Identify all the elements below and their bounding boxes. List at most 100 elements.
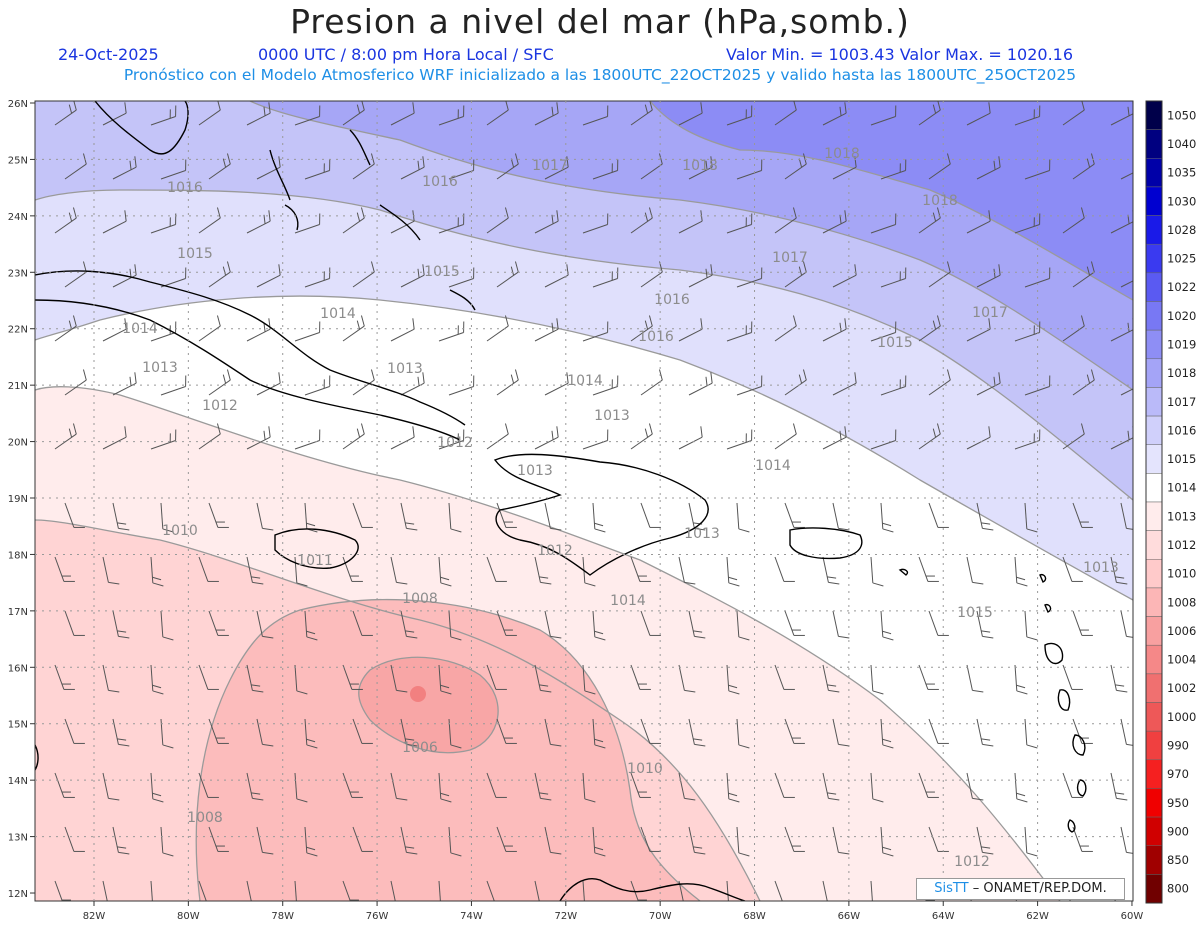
- wind-barb: [822, 556, 840, 585]
- wind-barbs: [54, 101, 1133, 901]
- wind-barb: [486, 664, 507, 690]
- wind-barb: [832, 156, 857, 180]
- wind-barb: [640, 153, 663, 180]
- wind-barb: [592, 826, 606, 857]
- isobar-label: 1010: [162, 523, 198, 539]
- wind-barb: [112, 610, 130, 639]
- wind-barb: [822, 426, 847, 450]
- wind-barb: [534, 772, 552, 801]
- wind-barb: [1072, 153, 1095, 180]
- lat-label: 24N: [8, 212, 28, 223]
- wind-barb: [390, 102, 415, 126]
- wind-barb: [64, 502, 85, 528]
- wind-barb: [448, 267, 475, 288]
- wind-barb: [832, 264, 857, 288]
- wind-barb: [400, 718, 418, 747]
- wind-barb: [304, 267, 331, 288]
- wind-barb: [160, 826, 174, 857]
- lon-label: 82W: [83, 911, 106, 922]
- wind-barb: [304, 826, 318, 857]
- wind-barb: [342, 880, 359, 901]
- colorbar-label: 1016: [1167, 423, 1196, 437]
- wind-barb: [534, 318, 559, 342]
- isobar-label: 1015: [177, 246, 213, 262]
- wind-barb: [150, 664, 164, 695]
- wind-barb: [688, 264, 713, 288]
- wind-barb: [1014, 429, 1041, 450]
- wind-barb: [736, 610, 750, 641]
- wind-barb: [198, 423, 221, 450]
- isobar-label: 1013: [1083, 560, 1119, 576]
- wind-barb: [822, 880, 832, 901]
- wind-barb: [160, 375, 187, 396]
- wind-barb: [976, 718, 994, 747]
- wind-barb: [726, 213, 753, 234]
- wind-barb: [534, 880, 544, 901]
- wind-barb: [678, 772, 696, 801]
- isobar-label: 1018: [682, 158, 718, 174]
- wind-barb: [246, 210, 271, 234]
- wind-barb: [640, 718, 661, 744]
- wind-barb: [256, 372, 281, 396]
- wind-barb: [400, 826, 418, 855]
- wind-barb: [1062, 207, 1085, 234]
- isobar-label: 1008: [402, 591, 438, 607]
- wind-barb: [928, 502, 949, 528]
- wind-barb: [630, 423, 653, 450]
- wind-barb: [342, 772, 363, 798]
- wind-barb: [870, 213, 897, 234]
- wind-barb: [832, 372, 857, 396]
- colorbar-frame: [1145, 100, 1163, 904]
- wind-barb: [1014, 556, 1028, 587]
- lat-label: 21N: [8, 381, 28, 392]
- wind-barb: [1110, 426, 1133, 450]
- wind-barb: [198, 664, 219, 690]
- wind-barb: [870, 429, 897, 450]
- colorbar-swatch: [1145, 415, 1163, 445]
- isobar-label: 1017: [972, 305, 1008, 321]
- wind-barb: [112, 826, 130, 855]
- colorbar-label: 1020: [1167, 309, 1196, 323]
- wind-barb: [54, 423, 77, 450]
- wind-barb: [198, 556, 219, 582]
- colorbar-label: 1017: [1167, 395, 1196, 409]
- wind-barb: [112, 502, 130, 531]
- colorbar-label: 1040: [1167, 137, 1196, 151]
- wind-barb: [918, 423, 941, 450]
- wind-barb: [496, 153, 519, 180]
- colorbar-label: 1050: [1167, 108, 1196, 122]
- wind-barb: [630, 772, 651, 798]
- wind-barb: [1014, 664, 1028, 695]
- wind-barb: [486, 772, 507, 798]
- wind-barb: [150, 772, 164, 803]
- wind-barb: [736, 502, 750, 533]
- lat-label: 26N: [8, 99, 28, 110]
- wind-barb: [822, 772, 840, 801]
- colorbar-label: 1012: [1167, 538, 1196, 552]
- wind-barb: [774, 207, 797, 234]
- wind-barb: [102, 318, 127, 342]
- wind-barb: [64, 610, 85, 636]
- colorbar-label: 1025: [1167, 252, 1196, 266]
- wind-barb: [592, 610, 606, 641]
- wind-barb: [294, 772, 308, 803]
- wind-barb: [582, 213, 609, 234]
- isobar-label: 1014: [122, 321, 158, 337]
- colorbar-swatch: [1145, 129, 1163, 159]
- wind-barb: [352, 826, 373, 852]
- wind-barb: [390, 556, 408, 585]
- wind-barb: [342, 315, 365, 342]
- lon-label: 62W: [1026, 911, 1049, 922]
- colorbar-label: 990: [1167, 738, 1189, 752]
- wind-barb: [640, 610, 661, 636]
- wind-barb: [774, 556, 795, 582]
- wind-barb: [390, 318, 415, 342]
- lat-label: 22N: [8, 325, 28, 336]
- isobar-label: 1017: [532, 158, 568, 174]
- wind-barb: [870, 556, 884, 587]
- wind-barb: [496, 261, 519, 288]
- wind-barb: [208, 502, 229, 528]
- colorbar-label: 850: [1167, 853, 1189, 867]
- wind-barb: [54, 207, 77, 234]
- wind-barb: [400, 610, 418, 639]
